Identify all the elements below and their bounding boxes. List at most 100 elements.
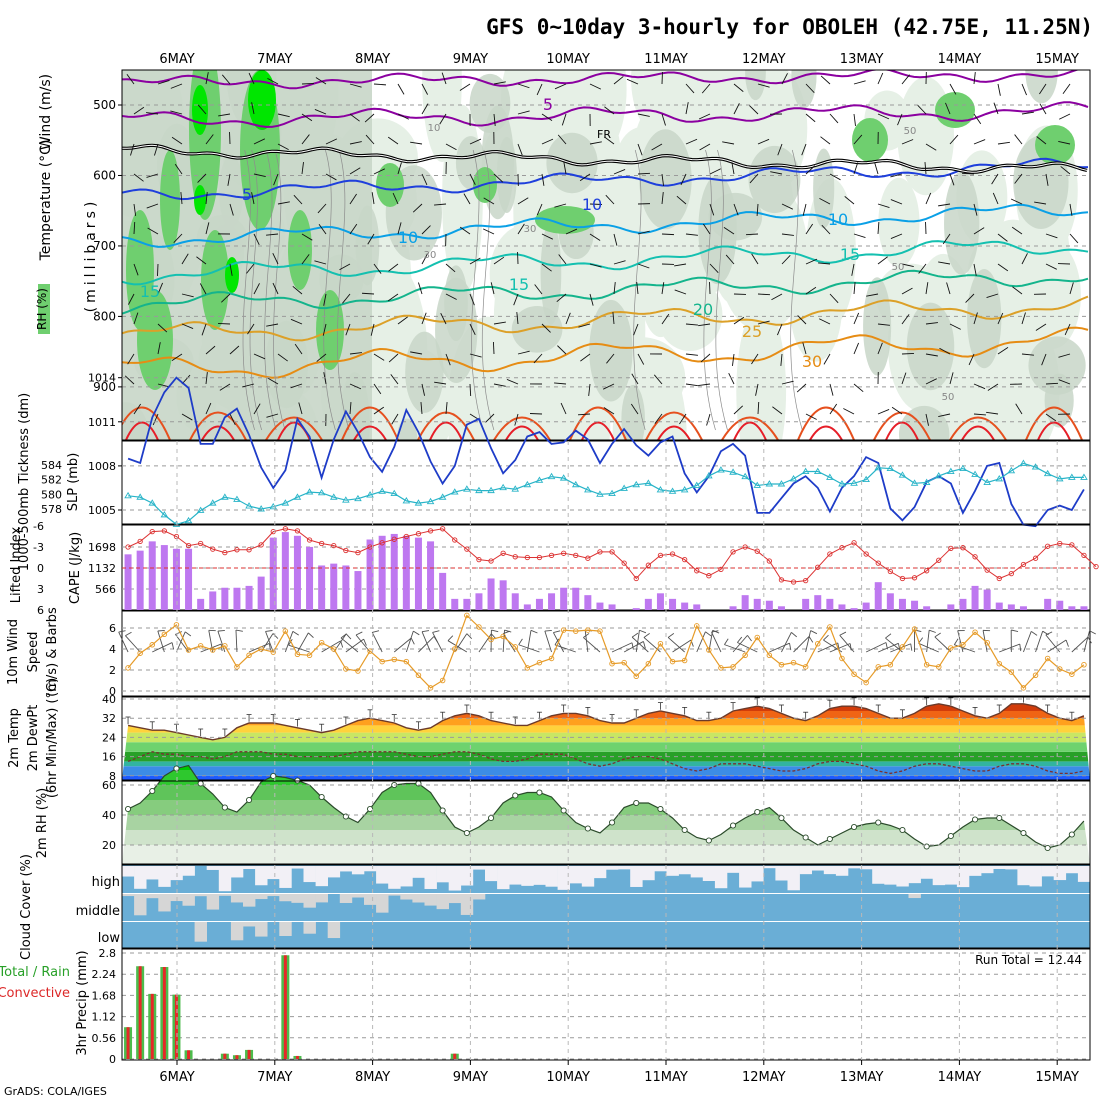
lifted-marker — [948, 545, 954, 552]
wind-barb-flag — [583, 633, 590, 638]
rh-marker — [366, 805, 374, 813]
lifted-marker — [379, 540, 385, 546]
wind-barb — [583, 637, 601, 653]
slp-tick-label: 1011 — [88, 416, 116, 429]
temperature-axis-title: Temperature (°C) — [38, 140, 54, 262]
wind-title-line1: 10m Wind — [6, 619, 21, 685]
wind-barb-flag — [518, 638, 523, 645]
cape-bar — [414, 537, 422, 610]
wind-barb-flag — [265, 630, 273, 632]
wind-speed-marker — [1032, 672, 1039, 679]
wind-speed-marker — [936, 664, 942, 670]
wind-barb — [340, 637, 359, 653]
cloud-cell — [327, 866, 341, 878]
lifted-marker — [318, 540, 325, 547]
wind-tick-label: 0 — [109, 685, 116, 698]
cape-bar — [923, 606, 931, 610]
wind-speed-marker — [1008, 669, 1015, 675]
rh-marker — [851, 823, 858, 831]
wind-barb-flag — [953, 638, 959, 645]
slp-line — [127, 376, 1085, 528]
cloud-cell — [279, 866, 292, 888]
thickness-line — [128, 462, 1084, 526]
slp-tick-label: 1008 — [88, 460, 116, 473]
wind-speed-marker — [851, 671, 857, 677]
thickness-marker — [644, 479, 653, 486]
cape-bar — [535, 598, 543, 610]
lifted-marker — [173, 533, 180, 540]
cloud-cell — [424, 866, 437, 889]
wind-barb — [518, 644, 540, 653]
wind-barb-flag — [363, 638, 367, 646]
contour-label: 10 — [398, 228, 418, 247]
lifted-marker — [548, 552, 555, 559]
cloud-cell — [424, 894, 437, 906]
cape-bar — [451, 598, 459, 610]
thickness-marker — [959, 464, 967, 472]
wind-barb-flag — [1019, 644, 1022, 652]
cloud-cell — [545, 866, 558, 887]
wind-barb — [643, 637, 661, 653]
precip-convective-bar — [150, 993, 154, 1059]
cloud-cell — [388, 866, 401, 889]
precip-convective-bar — [453, 1053, 457, 1059]
lifted-marker — [984, 567, 990, 573]
rh-marker — [536, 789, 543, 796]
lifted-marker — [573, 552, 579, 559]
lifted-marker — [827, 551, 833, 557]
thickness-marker — [571, 480, 580, 488]
wind-speed-marker — [403, 658, 410, 665]
thickness-marker — [898, 471, 907, 478]
thickness-tick-label: 582 — [41, 474, 62, 487]
wind-speed-marker — [234, 664, 240, 670]
cloud-cell — [714, 866, 728, 889]
thickness-marker — [329, 493, 338, 500]
wind-speed-marker — [960, 642, 966, 648]
cloud-cell — [412, 894, 425, 903]
wind-barb-flag — [643, 641, 646, 649]
lifted-marker — [246, 547, 252, 553]
wind-speed-marker — [742, 652, 748, 659]
date-label-top: 7MAY — [257, 52, 292, 67]
rh-marker — [245, 796, 253, 804]
thickness-marker — [1080, 473, 1088, 480]
lifted-marker — [427, 528, 434, 534]
wind-barb — [769, 642, 790, 653]
cloud-cell — [436, 894, 449, 910]
date-label-top: 12MAY — [742, 52, 786, 67]
wind-barb-flag — [554, 638, 560, 646]
cape-bar — [463, 598, 471, 610]
lifted-marker — [585, 555, 591, 561]
date-label-top: 6MAY — [159, 52, 194, 67]
cloud-cell — [485, 866, 498, 882]
cape-bar — [245, 585, 253, 610]
rh-marker — [125, 805, 132, 813]
wind-speed-marker — [1081, 662, 1087, 668]
thickness-marker — [221, 493, 229, 500]
lifted-marker — [512, 554, 518, 560]
wind-speed-marker — [790, 659, 797, 666]
wind-barb — [957, 630, 964, 653]
cape-tick-label: 566 — [95, 583, 116, 596]
cape-bar — [802, 598, 810, 610]
cloud-cell — [182, 894, 195, 906]
wind-speed-marker — [718, 665, 724, 671]
cape-bar — [487, 578, 495, 610]
cloud-cell — [618, 866, 631, 870]
cloud-cell — [557, 866, 570, 890]
wind-barb — [672, 639, 692, 653]
temp-tick-label: 16 — [102, 751, 116, 764]
lifted-index-line — [127, 528, 1097, 583]
thickness-marker — [535, 476, 544, 483]
cape-bar — [947, 604, 955, 610]
wind-barb-flag — [914, 629, 922, 633]
thickness-marker — [886, 464, 895, 472]
cloud-row-label: high — [92, 875, 120, 890]
cape-bar — [439, 572, 447, 610]
rh-marker — [996, 814, 1003, 822]
cape-bar — [838, 604, 846, 610]
date-label-top: 13MAY — [840, 52, 884, 67]
lifted-marker — [778, 577, 785, 583]
cloud-cell — [666, 866, 679, 876]
cloud-cell — [1005, 866, 1018, 870]
